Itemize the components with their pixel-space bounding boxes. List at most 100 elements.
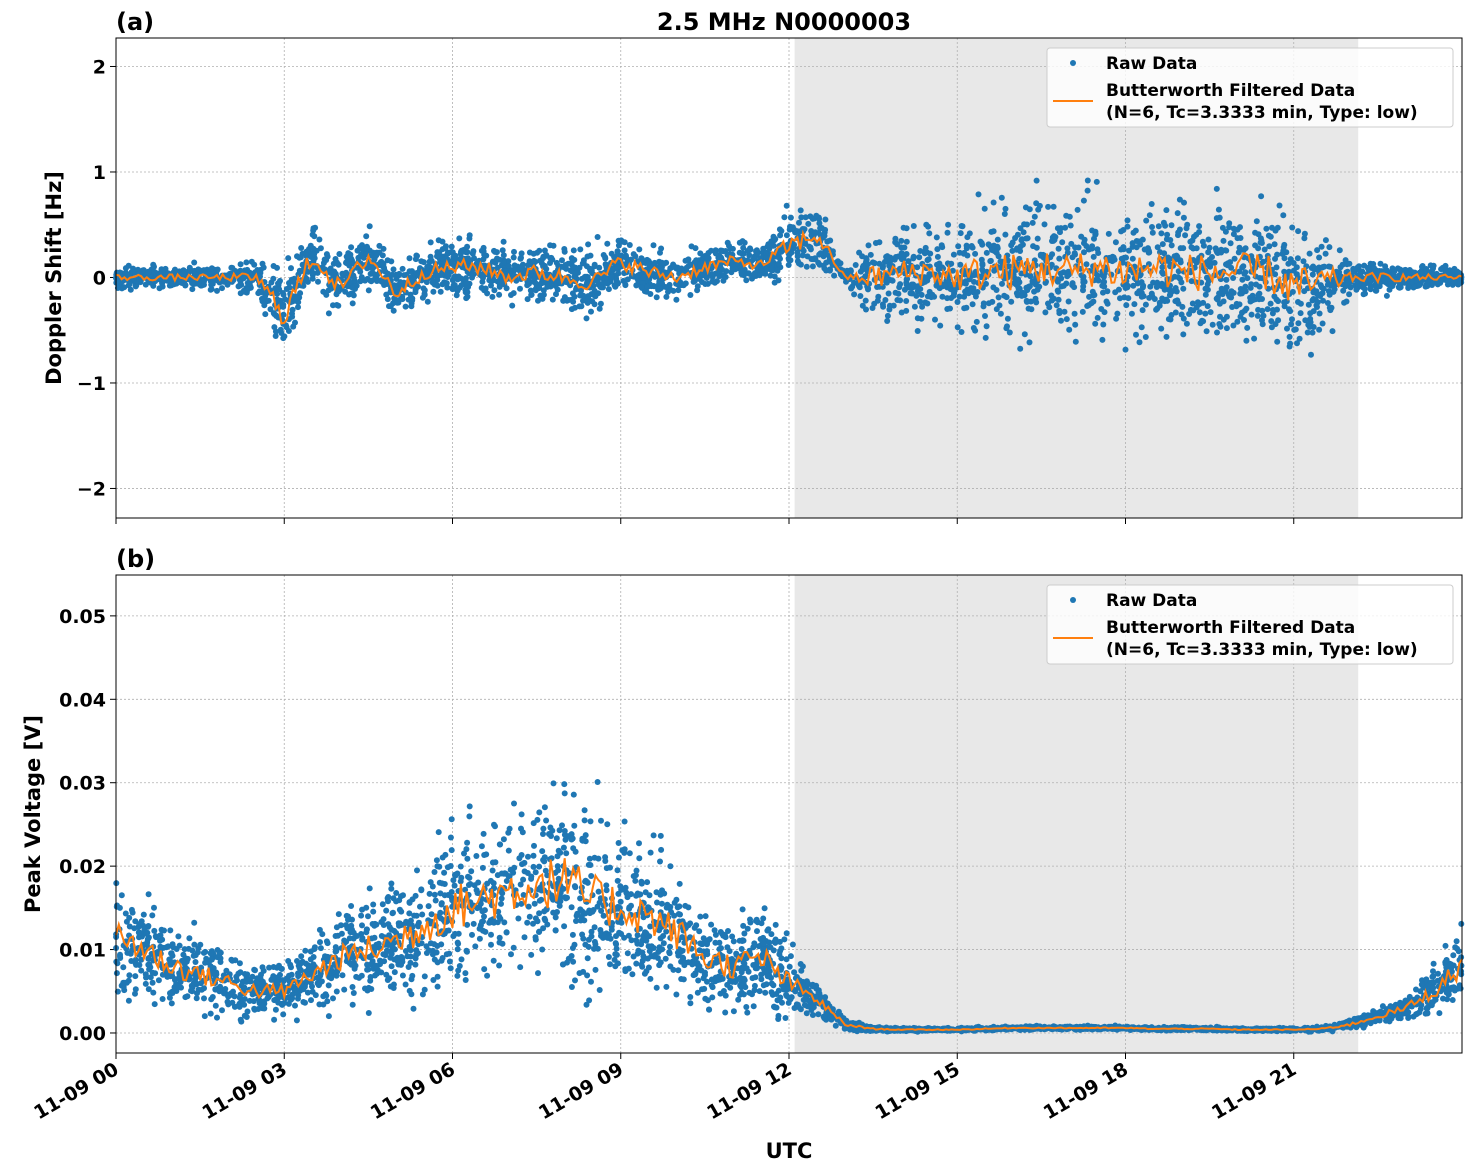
raw-data-point: [793, 228, 800, 235]
raw-data-point: [1018, 237, 1025, 244]
raw-data-point: [613, 278, 620, 285]
raw-data-point: [573, 269, 580, 276]
raw-data-point: [406, 255, 413, 262]
raw-data-point: [1136, 339, 1143, 346]
raw-data-point: [520, 876, 527, 883]
raw-data-point: [390, 266, 397, 273]
raw-data-point: [1100, 321, 1107, 328]
raw-data-point: [1124, 284, 1131, 291]
raw-data-point: [505, 263, 512, 270]
raw-data-point: [1084, 303, 1091, 309]
raw-data-point: [1123, 302, 1130, 309]
raw-data-point: [1146, 212, 1153, 219]
raw-data-point: [1397, 284, 1404, 291]
raw-data-point: [270, 263, 277, 269]
raw-data-point: [577, 246, 584, 253]
raw-data-point: [1080, 197, 1087, 204]
raw-data-point: [756, 988, 763, 995]
raw-data-point: [1316, 254, 1323, 261]
raw-data-point: [971, 272, 978, 278]
raw-data-point: [1079, 308, 1086, 315]
raw-data-point: [1314, 304, 1320, 310]
raw-data-point: [892, 289, 899, 296]
raw-data-point: [379, 252, 386, 259]
raw-data-point: [934, 253, 941, 260]
raw-data-point: [1293, 271, 1300, 278]
raw-data-point: [376, 242, 383, 249]
raw-data-point: [349, 1001, 356, 1008]
raw-data-point: [587, 818, 594, 825]
raw-data-point: [1199, 238, 1206, 245]
raw-data-point: [947, 305, 953, 312]
raw-data-point: [1067, 222, 1074, 229]
raw-data-point: [1142, 334, 1149, 340]
raw-data-point: [323, 291, 330, 298]
raw-data-point: [990, 228, 997, 235]
raw-data-point: [697, 913, 704, 920]
raw-data-point: [1112, 239, 1119, 246]
raw-data-point: [458, 956, 465, 963]
raw-data-point: [323, 938, 330, 945]
raw-data-point: [1193, 304, 1200, 311]
raw-data-point: [1377, 260, 1384, 267]
raw-data-point: [1163, 207, 1170, 214]
raw-data-point: [1160, 219, 1167, 226]
raw-data-point: [998, 194, 1005, 201]
y-tick-label: 0.01: [59, 940, 106, 962]
raw-data-point: [151, 263, 157, 270]
raw-data-point: [1346, 291, 1353, 298]
panel-label: (a): [116, 8, 154, 36]
raw-data-point: [1154, 305, 1161, 312]
raw-data-point: [1098, 306, 1105, 312]
raw-data-point: [1004, 315, 1011, 322]
raw-data-point: [292, 319, 298, 326]
raw-data-point: [1234, 226, 1241, 233]
raw-data-point: [852, 262, 859, 268]
raw-data-point: [1416, 282, 1423, 289]
raw-data-point: [530, 852, 537, 859]
raw-data-point: [951, 290, 958, 297]
raw-data-point: [1296, 335, 1303, 342]
raw-data-point: [697, 250, 704, 257]
raw-data-point: [1215, 206, 1222, 213]
raw-data-point: [924, 293, 931, 300]
raw-data-point: [568, 306, 575, 313]
raw-data-point: [1216, 290, 1223, 297]
raw-data-point: [823, 259, 830, 266]
raw-data-point: [1120, 244, 1127, 251]
raw-data-point: [885, 290, 892, 297]
raw-data-point: [1090, 298, 1097, 305]
raw-data-point: [738, 269, 745, 276]
raw-data-point: [1118, 228, 1125, 235]
raw-data-point: [359, 246, 365, 253]
raw-data-point: [884, 312, 891, 319]
raw-data-point: [125, 262, 132, 269]
raw-data-point: [430, 288, 437, 295]
raw-data-point: [821, 232, 828, 239]
raw-data-point: [480, 830, 487, 837]
raw-data-point: [159, 283, 166, 290]
raw-data-point: [1059, 239, 1066, 246]
raw-data-point: [1279, 250, 1286, 257]
raw-data-point: [604, 240, 611, 247]
raw-data-point: [634, 932, 641, 939]
raw-data-point: [1042, 279, 1049, 286]
raw-data-point: [214, 287, 220, 294]
raw-data-point: [1226, 293, 1233, 300]
raw-data-point: [1014, 282, 1021, 289]
raw-data-point: [1058, 283, 1065, 290]
raw-data-point: [815, 259, 822, 266]
raw-data-point: [1017, 243, 1024, 250]
raw-data-point: [862, 273, 869, 280]
raw-data-point: [489, 293, 496, 300]
raw-data-point: [774, 267, 781, 274]
raw-data-point: [1111, 256, 1118, 263]
raw-data-point: [822, 216, 829, 223]
raw-data-point: [1344, 261, 1350, 268]
raw-data-point: [1071, 250, 1078, 257]
raw-data-point: [550, 242, 557, 249]
y-tick-label: 0.00: [59, 1023, 106, 1045]
raw-data-point: [980, 303, 987, 310]
raw-data-point: [957, 230, 964, 237]
raw-data-point: [596, 305, 603, 312]
